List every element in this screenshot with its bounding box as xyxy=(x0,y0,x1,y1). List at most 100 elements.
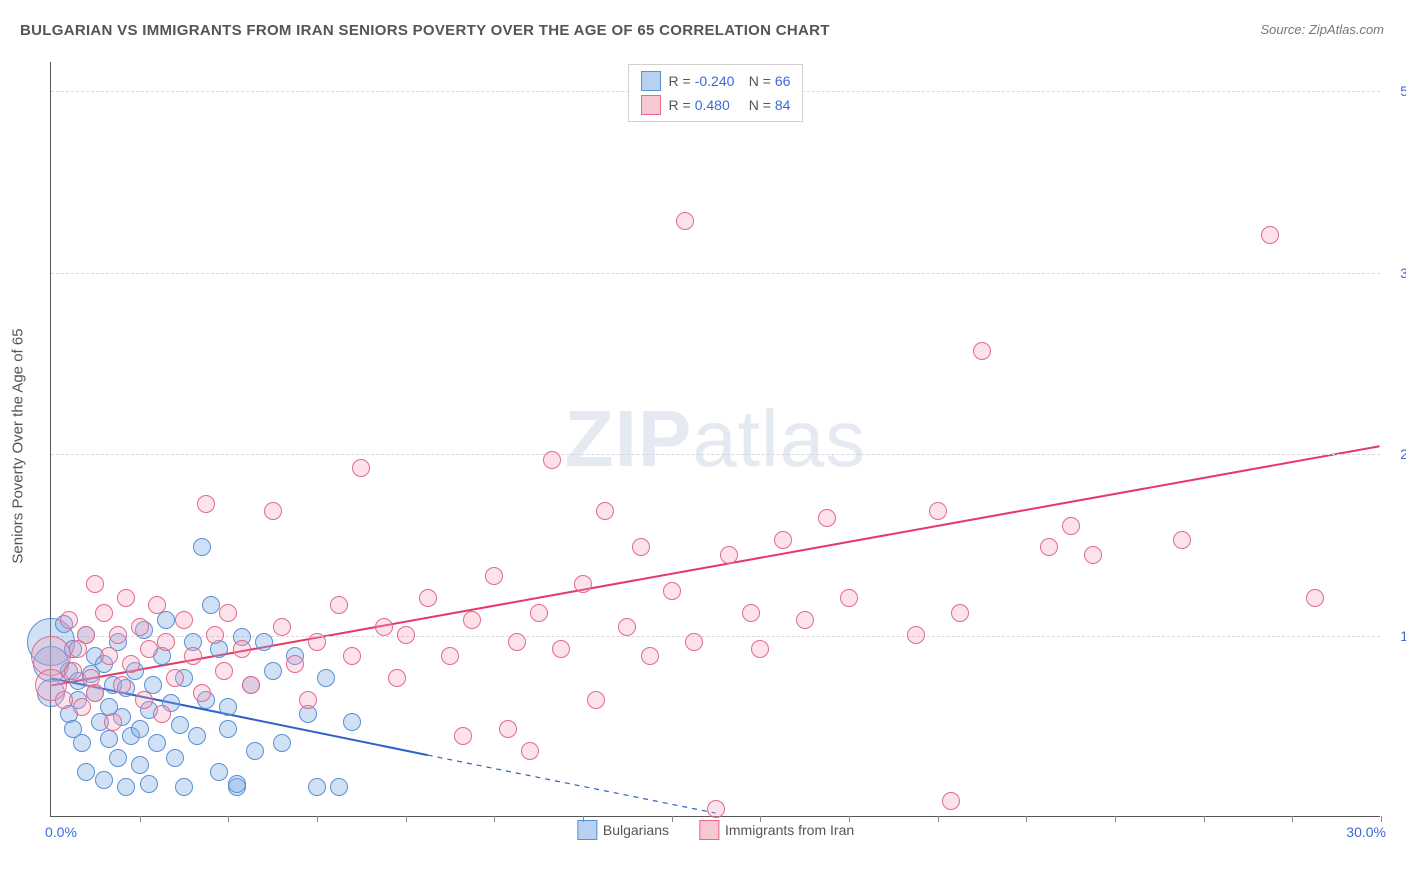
data-point xyxy=(587,691,605,709)
data-point xyxy=(751,640,769,658)
data-point xyxy=(317,669,335,687)
legend-corr-row: R = 0.480 N =84 xyxy=(641,95,791,115)
data-point xyxy=(685,633,703,651)
data-point xyxy=(552,640,570,658)
data-point xyxy=(1040,538,1058,556)
data-point xyxy=(454,727,472,745)
source-label: Source: ZipAtlas.com xyxy=(1260,22,1384,37)
data-point xyxy=(774,531,792,549)
x-tick-max: 30.0% xyxy=(1346,824,1386,840)
data-point xyxy=(308,778,326,796)
data-point xyxy=(330,778,348,796)
data-point xyxy=(233,640,251,658)
data-point xyxy=(77,626,95,644)
data-point xyxy=(419,589,437,607)
data-point xyxy=(343,647,361,665)
data-point xyxy=(246,742,264,760)
data-point xyxy=(100,730,118,748)
x-tick xyxy=(1026,816,1027,822)
legend-swatch xyxy=(641,95,661,115)
data-point xyxy=(242,676,260,694)
gridline xyxy=(51,454,1380,455)
x-tick xyxy=(140,816,141,822)
legend-series-label: Bulgarians xyxy=(603,822,669,838)
data-point xyxy=(574,575,592,593)
data-point xyxy=(55,691,73,709)
data-point xyxy=(166,749,184,767)
data-point xyxy=(840,589,858,607)
data-point xyxy=(219,604,237,622)
x-tick xyxy=(938,816,939,822)
data-point xyxy=(228,775,246,793)
data-point xyxy=(818,509,836,527)
legend-swatch xyxy=(641,71,661,91)
data-point xyxy=(1084,546,1102,564)
data-point xyxy=(330,596,348,614)
data-point xyxy=(530,604,548,622)
data-point xyxy=(140,775,158,793)
data-point xyxy=(375,618,393,636)
data-point xyxy=(131,618,149,636)
data-point xyxy=(343,713,361,731)
data-point xyxy=(210,763,228,781)
data-point xyxy=(951,604,969,622)
data-point xyxy=(543,451,561,469)
data-point xyxy=(153,705,171,723)
x-tick xyxy=(849,816,850,822)
x-tick xyxy=(1204,816,1205,822)
data-point xyxy=(1062,517,1080,535)
correlation-legend: R =-0.240 N =66 R = 0.480 N =84 xyxy=(628,64,804,122)
x-tick xyxy=(317,816,318,822)
data-point xyxy=(113,676,131,694)
data-point xyxy=(148,596,166,614)
data-point xyxy=(485,567,503,585)
data-point xyxy=(796,611,814,629)
data-point xyxy=(95,771,113,789)
data-point xyxy=(86,575,104,593)
data-point xyxy=(273,618,291,636)
data-point xyxy=(184,647,202,665)
trend-lines xyxy=(51,62,1380,816)
data-point xyxy=(521,742,539,760)
y-tick-label: 50.0% xyxy=(1385,83,1406,99)
data-point xyxy=(641,647,659,665)
data-point xyxy=(131,756,149,774)
data-point xyxy=(663,582,681,600)
chart-title: BULGARIAN VS IMMIGRANTS FROM IRAN SENIOR… xyxy=(20,22,830,39)
gridline xyxy=(51,273,1380,274)
y-tick-label: 25.0% xyxy=(1385,446,1406,462)
data-point xyxy=(215,662,233,680)
data-point xyxy=(109,749,127,767)
data-point xyxy=(397,626,415,644)
data-point xyxy=(1261,226,1279,244)
data-point xyxy=(117,778,135,796)
data-point xyxy=(499,720,517,738)
legend-swatch xyxy=(699,820,719,840)
data-point xyxy=(122,655,140,673)
data-point xyxy=(171,716,189,734)
data-point xyxy=(73,698,91,716)
y-axis-label: Seniors Poverty Over the Age of 65 xyxy=(10,328,27,563)
data-point xyxy=(219,698,237,716)
data-point xyxy=(206,626,224,644)
data-point xyxy=(157,633,175,651)
x-tick xyxy=(1115,816,1116,822)
data-point xyxy=(707,800,725,818)
data-point xyxy=(632,538,650,556)
data-point xyxy=(193,684,211,702)
data-point xyxy=(1306,589,1324,607)
data-point xyxy=(100,647,118,665)
data-point xyxy=(109,626,127,644)
data-point xyxy=(264,502,282,520)
data-point xyxy=(508,633,526,651)
data-point xyxy=(273,734,291,752)
watermark: ZIPatlas xyxy=(565,393,866,485)
data-point xyxy=(255,633,273,651)
data-point xyxy=(929,502,947,520)
x-tick xyxy=(228,816,229,822)
data-point xyxy=(197,495,215,513)
data-point xyxy=(264,662,282,680)
data-point xyxy=(676,212,694,230)
x-tick xyxy=(760,816,761,822)
data-point xyxy=(907,626,925,644)
